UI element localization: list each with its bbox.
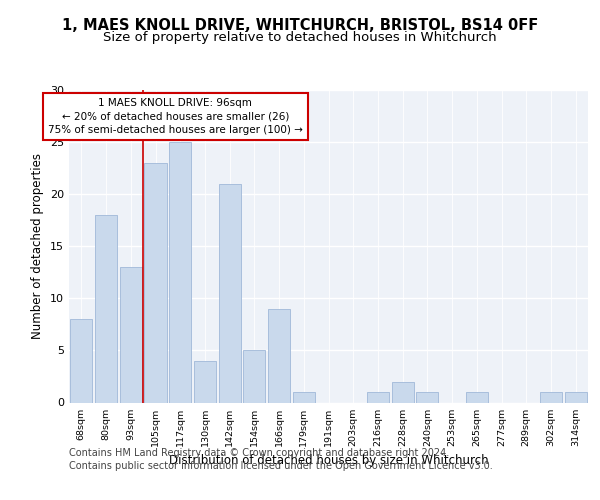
Bar <box>392 382 414 402</box>
Bar <box>268 308 290 402</box>
Bar <box>565 392 587 402</box>
Bar <box>95 215 117 402</box>
X-axis label: Distribution of detached houses by size in Whitchurch: Distribution of detached houses by size … <box>169 454 488 467</box>
Text: 1 MAES KNOLL DRIVE: 96sqm
← 20% of detached houses are smaller (26)
75% of semi-: 1 MAES KNOLL DRIVE: 96sqm ← 20% of detac… <box>48 98 303 134</box>
Bar <box>169 142 191 403</box>
Text: Size of property relative to detached houses in Whitchurch: Size of property relative to detached ho… <box>103 31 497 44</box>
Bar <box>218 184 241 402</box>
Bar <box>367 392 389 402</box>
Bar <box>145 163 167 402</box>
Bar <box>119 267 142 402</box>
Text: 1, MAES KNOLL DRIVE, WHITCHURCH, BRISTOL, BS14 0FF: 1, MAES KNOLL DRIVE, WHITCHURCH, BRISTOL… <box>62 18 538 32</box>
Y-axis label: Number of detached properties: Number of detached properties <box>31 153 44 339</box>
Bar <box>540 392 562 402</box>
Bar <box>293 392 315 402</box>
Text: Contains HM Land Registry data © Crown copyright and database right 2024.
Contai: Contains HM Land Registry data © Crown c… <box>69 448 493 470</box>
Bar <box>194 361 216 403</box>
Bar <box>243 350 265 403</box>
Bar <box>70 319 92 402</box>
Bar <box>466 392 488 402</box>
Bar <box>416 392 439 402</box>
